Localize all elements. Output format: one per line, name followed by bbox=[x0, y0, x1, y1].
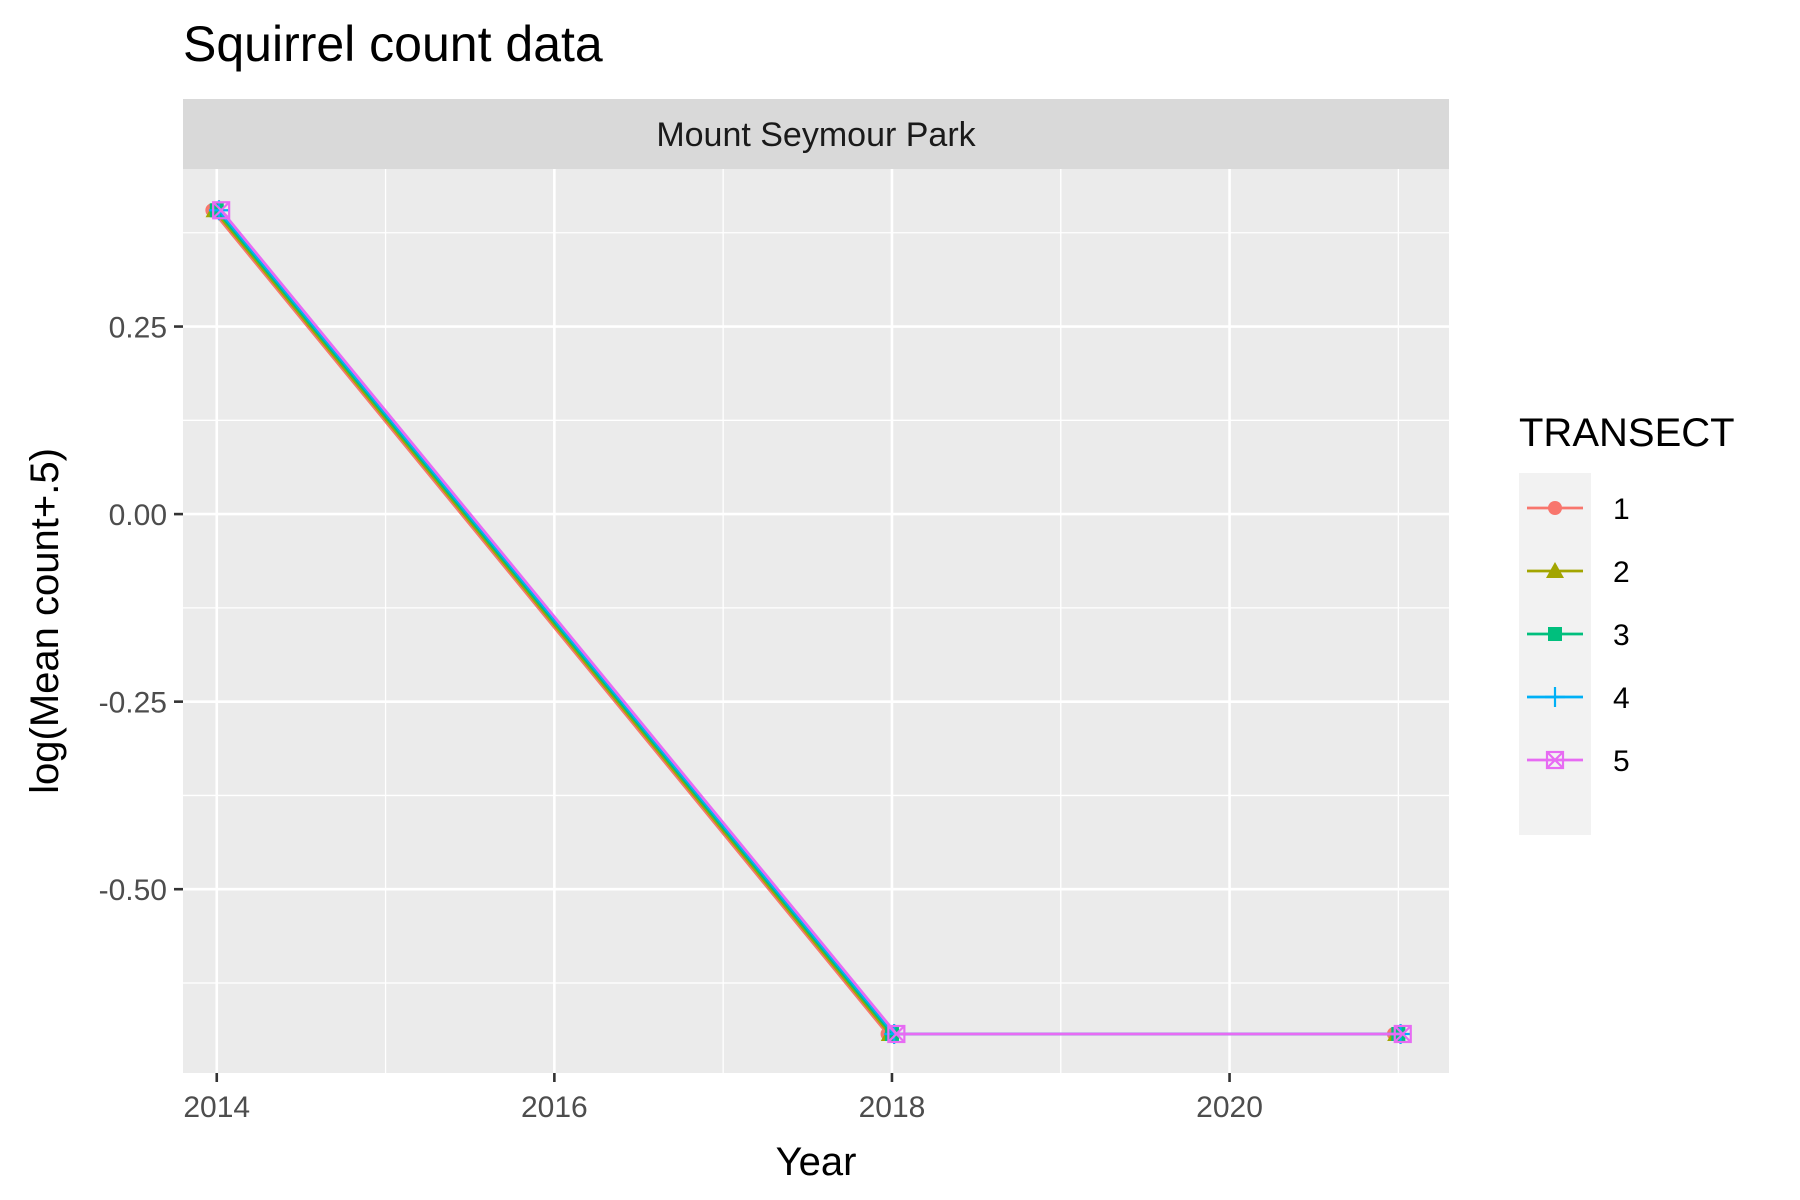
x-tick-label: 2016 bbox=[521, 1091, 588, 1124]
legend-key-marker bbox=[1548, 501, 1562, 515]
plot-panel bbox=[183, 169, 1449, 1073]
legend-key-background bbox=[1519, 473, 1591, 835]
y-axis: 0.25 0.00 -0.25 -0.50 bbox=[99, 312, 183, 907]
x-axis: 2014 2016 2018 2020 bbox=[183, 1073, 1263, 1124]
y-tick-label: 0.25 bbox=[109, 312, 167, 345]
gridlines bbox=[183, 169, 1449, 1073]
x-tick-label: 2020 bbox=[1196, 1091, 1263, 1124]
legend-item-1: 1 bbox=[1527, 493, 1630, 526]
x-tick-label: 2014 bbox=[183, 1091, 250, 1124]
y-axis-title: log(Mean count+.5) bbox=[23, 448, 67, 794]
legend-key-marker bbox=[1545, 750, 1565, 770]
chart-title: Squirrel count data bbox=[183, 16, 603, 72]
legend-label: 2 bbox=[1613, 556, 1630, 589]
series-point-5 bbox=[212, 201, 231, 220]
series-layer bbox=[205, 200, 1412, 1044]
y-tick-label: -0.25 bbox=[99, 687, 167, 720]
series-point-5 bbox=[887, 1024, 906, 1044]
y-tick-label: 0.00 bbox=[109, 499, 167, 532]
legend-item-2: 2 bbox=[1527, 556, 1630, 589]
x-axis-title: Year bbox=[776, 1140, 857, 1184]
x-tick-label: 2018 bbox=[859, 1091, 926, 1124]
legend-title: TRANSECT bbox=[1519, 411, 1735, 455]
y-tick-label: -0.50 bbox=[99, 874, 167, 907]
legend-item-4: 4 bbox=[1527, 682, 1630, 715]
facet-strip bbox=[183, 99, 1449, 169]
legend-label: 1 bbox=[1613, 493, 1630, 526]
legend-label: 3 bbox=[1613, 619, 1630, 652]
legend-key-marker bbox=[1546, 562, 1564, 578]
legend-item-3: 3 bbox=[1527, 619, 1630, 652]
legend-label: 5 bbox=[1613, 745, 1630, 778]
legend-key-marker bbox=[1548, 627, 1562, 641]
legend: 1 2 3 4 5 bbox=[1527, 493, 1630, 778]
facet-strip-label: Mount Seymour Park bbox=[656, 116, 976, 154]
legend-key-marker bbox=[1545, 687, 1565, 707]
series-point-5 bbox=[1393, 1024, 1412, 1044]
legend-label: 4 bbox=[1613, 682, 1630, 715]
legend-item-5: 5 bbox=[1527, 745, 1630, 778]
